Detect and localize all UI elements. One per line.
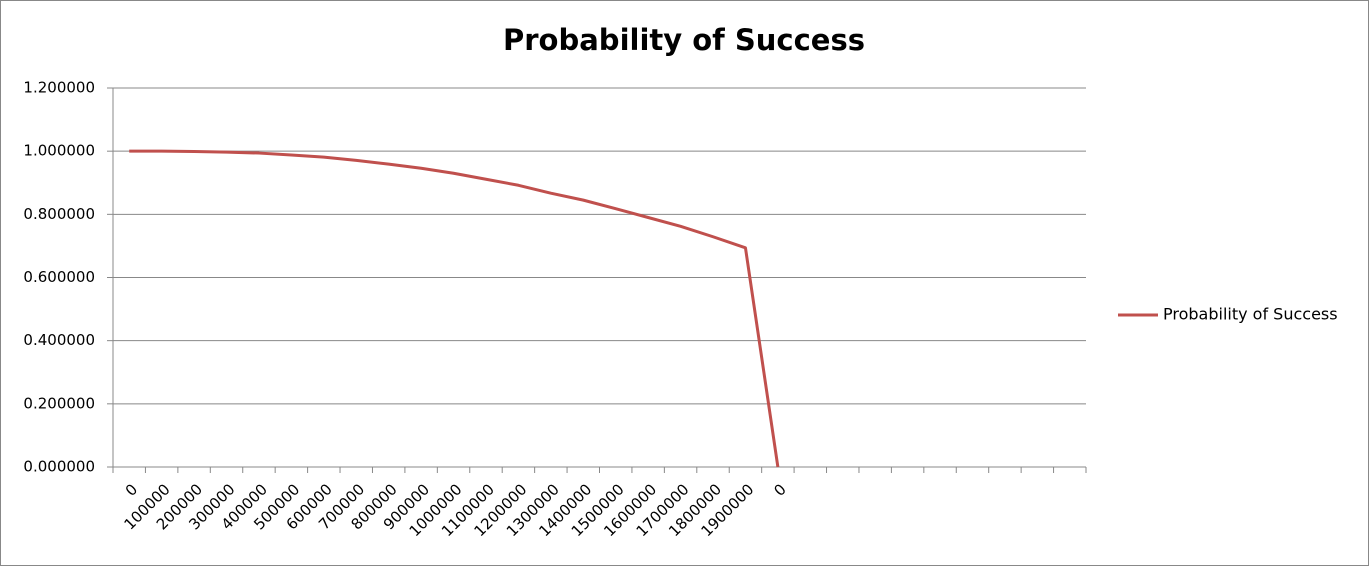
y-tick-label: 0.200000 xyxy=(23,394,95,412)
chart-title: Probability of Success xyxy=(503,23,865,57)
y-tick-label: 1.200000 xyxy=(23,79,95,97)
y-tick-label: 0.000000 xyxy=(23,458,95,476)
series-line xyxy=(129,149,780,468)
y-tick-label: 1.000000 xyxy=(23,142,95,160)
legend-label: Probability of Success xyxy=(1163,305,1338,324)
y-tick-label: 0.400000 xyxy=(23,331,95,349)
y-tick-label: 0.600000 xyxy=(23,268,95,286)
y-tick-label: 0.800000 xyxy=(23,205,95,223)
